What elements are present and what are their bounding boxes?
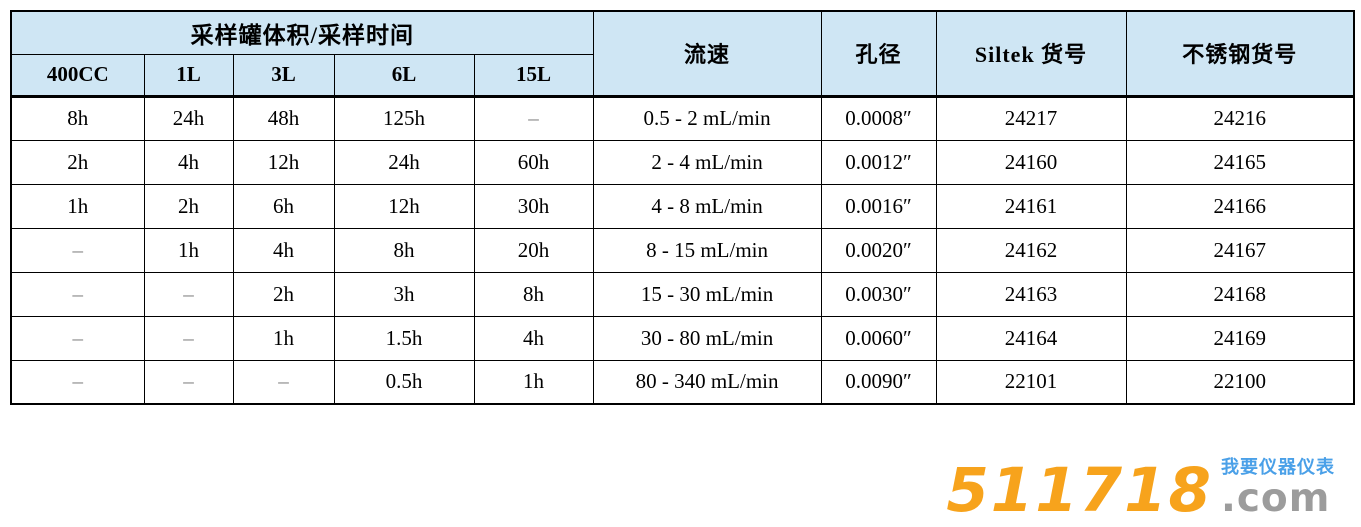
cell-aperture: 0.0090″: [820, 359, 937, 405]
cell-stainless-part: 24169: [1125, 315, 1355, 361]
table-row: – – 1h 1.5h 4h 30 - 80 mL/min 0.0060″ 24…: [10, 315, 1355, 361]
cell-stainless-part: 24165: [1125, 139, 1355, 185]
cell-aperture: 0.0008″: [820, 94, 937, 141]
cell-stainless-part: 24216: [1125, 94, 1355, 141]
header-stainless-part-number: 不锈钢货号: [1125, 10, 1355, 97]
cell-time-400cc: 1h: [10, 183, 145, 229]
cell-time-6l: 0.5h: [333, 359, 475, 405]
cell-time-1l: 1h: [143, 227, 234, 273]
cell-flow-rate: 8 - 15 mL/min: [592, 227, 822, 273]
group-header-volume-time: 采样罐体积/采样时间: [10, 10, 594, 55]
cell-time-6l: 8h: [333, 227, 475, 273]
cell-time-3l: 1h: [232, 315, 335, 361]
cell-time-1l: 2h: [143, 183, 234, 229]
cell-aperture: 0.0012″: [820, 139, 937, 185]
cell-time-15l: 20h: [473, 227, 594, 273]
subheader-1l: 1L: [143, 53, 234, 97]
table-header: 采样罐体积/采样时间 流速 孔径 Siltek 货号 不锈钢货号 400CC 1…: [10, 10, 1355, 97]
cell-stainless-part: 24166: [1125, 183, 1355, 229]
cell-time-400cc: –: [10, 359, 145, 405]
cell-time-1l: 24h: [143, 94, 234, 141]
header-row-group: 采样罐体积/采样时间 流速 孔径 Siltek 货号 不锈钢货号: [10, 10, 1355, 97]
cell-stainless-part: 24167: [1125, 227, 1355, 273]
cell-aperture: 0.0030″: [820, 271, 937, 317]
cell-time-400cc: –: [10, 271, 145, 317]
cell-flow-rate: 15 - 30 mL/min: [592, 271, 822, 317]
cell-time-400cc: –: [10, 315, 145, 361]
table-body: 8h 24h 48h 125h – 0.5 - 2 mL/min 0.0008″…: [10, 94, 1355, 405]
logo-tagline-text: 我要仪器仪表: [1221, 457, 1335, 479]
logo-right-block: 我要仪器仪表 .com: [1221, 457, 1335, 522]
cell-siltek-part: 24162: [935, 227, 1127, 273]
cell-time-1l: –: [143, 359, 234, 405]
cell-time-1l: 4h: [143, 139, 234, 185]
cell-time-3l: 4h: [232, 227, 335, 273]
header-flow-rate: 流速: [592, 10, 822, 97]
cell-siltek-part: 24163: [935, 271, 1127, 317]
cell-time-3l: 6h: [232, 183, 335, 229]
header-siltek-part-number: Siltek 货号: [935, 10, 1127, 97]
cell-time-1l: –: [143, 315, 234, 361]
cell-time-1l: –: [143, 271, 234, 317]
cell-time-15l: –: [473, 94, 594, 141]
cell-time-6l: 12h: [333, 183, 475, 229]
cell-time-15l: 60h: [473, 139, 594, 185]
cell-time-6l: 125h: [333, 94, 475, 141]
table-row: 1h 2h 6h 12h 30h 4 - 8 mL/min 0.0016″ 24…: [10, 183, 1355, 229]
table-row: – – 2h 3h 8h 15 - 30 mL/min 0.0030″ 2416…: [10, 271, 1355, 317]
cell-flow-rate: 4 - 8 mL/min: [592, 183, 822, 229]
site-watermark-logo: 511718 我要仪器仪表 .com: [946, 455, 1335, 527]
cell-time-3l: 48h: [232, 94, 335, 141]
cell-time-15l: 30h: [473, 183, 594, 229]
cell-time-3l: 2h: [232, 271, 335, 317]
cell-stainless-part: 24168: [1125, 271, 1355, 317]
cell-siltek-part: 22101: [935, 359, 1127, 405]
cell-aperture: 0.0060″: [820, 315, 937, 361]
cell-time-6l: 3h: [333, 271, 475, 317]
logo-number-text: 511718: [946, 455, 1213, 527]
cell-time-6l: 1.5h: [333, 315, 475, 361]
cell-time-6l: 24h: [333, 139, 475, 185]
cell-siltek-part: 24160: [935, 139, 1127, 185]
cell-flow-rate: 80 - 340 mL/min: [592, 359, 822, 405]
cell-time-15l: 8h: [473, 271, 594, 317]
cell-flow-rate: 0.5 - 2 mL/min: [592, 94, 822, 141]
cell-siltek-part: 24164: [935, 315, 1127, 361]
cell-aperture: 0.0016″: [820, 183, 937, 229]
subheader-15l: 15L: [473, 53, 594, 97]
subheader-400cc: 400CC: [10, 53, 145, 97]
table-row: – 1h 4h 8h 20h 8 - 15 mL/min 0.0020″ 241…: [10, 227, 1355, 273]
cell-time-400cc: 2h: [10, 139, 145, 185]
cell-flow-rate: 30 - 80 mL/min: [592, 315, 822, 361]
cell-aperture: 0.0020″: [820, 227, 937, 273]
cell-stainless-part: 22100: [1125, 359, 1355, 405]
table-row: 8h 24h 48h 125h – 0.5 - 2 mL/min 0.0008″…: [10, 94, 1355, 141]
sampling-canister-spec-table: 采样罐体积/采样时间 流速 孔径 Siltek 货号 不锈钢货号 400CC 1…: [10, 10, 1356, 405]
cell-time-400cc: 8h: [10, 94, 145, 141]
cell-time-3l: 12h: [232, 139, 335, 185]
header-row-volumes: 400CC 1L 3L 6L 15L: [10, 53, 1354, 97]
cell-time-400cc: –: [10, 227, 145, 273]
logo-domain-text: .com: [1221, 476, 1331, 522]
header-aperture: 孔径: [820, 10, 937, 97]
cell-siltek-part: 24161: [935, 183, 1127, 229]
cell-time-15l: 4h: [473, 315, 594, 361]
cell-time-15l: 1h: [473, 359, 594, 405]
cell-time-3l: –: [232, 359, 335, 405]
table-row: – – – 0.5h 1h 80 - 340 mL/min 0.0090″ 22…: [10, 359, 1355, 405]
cell-flow-rate: 2 - 4 mL/min: [592, 139, 822, 185]
subheader-6l: 6L: [333, 53, 475, 97]
table-row: 2h 4h 12h 24h 60h 2 - 4 mL/min 0.0012″ 2…: [10, 139, 1355, 185]
cell-siltek-part: 24217: [935, 94, 1127, 141]
subheader-3l: 3L: [232, 53, 335, 97]
